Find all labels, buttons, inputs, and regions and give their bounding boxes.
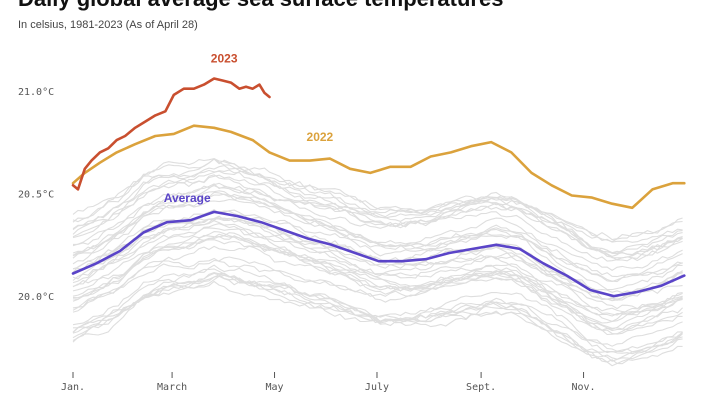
past-year-line <box>72 273 683 367</box>
series-layer <box>71 77 686 298</box>
y-axis: 21.0°C 20.5°C 20.0°C <box>18 87 54 303</box>
x-axis: Jan. March May July Sept. Nov. <box>61 372 596 393</box>
past-year-line <box>72 268 683 355</box>
x-tick-label: March <box>157 382 187 393</box>
x-tick-label: May <box>266 382 284 393</box>
x-tick-label: Jan. <box>61 382 85 393</box>
past-year-line <box>72 233 683 317</box>
x-tick-label: Nov. <box>572 382 596 393</box>
past-year-line <box>72 238 683 316</box>
past-year-line <box>72 165 683 243</box>
past-year-line <box>72 174 683 262</box>
past-year-line <box>72 220 683 310</box>
past-year-line <box>72 256 683 335</box>
y-tick-label: 20.5°C <box>18 189 54 200</box>
past-year-line <box>72 158 683 241</box>
past-year-line <box>72 182 683 257</box>
past-year-line <box>72 198 683 283</box>
past-year-line <box>72 190 683 271</box>
past-year-line <box>72 235 683 330</box>
annotation-layer: 2023 2022 Average <box>164 51 334 205</box>
x-tick-label: July <box>365 382 389 393</box>
past-year-line <box>72 183 683 262</box>
y-tick-label: 20.0°C <box>18 292 54 303</box>
series-line-average <box>71 210 686 298</box>
series-line-2023 <box>71 77 271 191</box>
past-year-line <box>72 227 683 322</box>
past-year-line <box>72 174 683 256</box>
past-year-line <box>72 245 683 336</box>
past-year-line <box>72 257 683 332</box>
annotation-2022: 2022 <box>307 130 334 144</box>
series-line-2022 <box>71 124 686 210</box>
past-year-line <box>72 274 683 353</box>
x-tick-label: Sept. <box>466 382 496 393</box>
annotation-average: Average <box>164 191 211 205</box>
annotation-2023: 2023 <box>211 51 238 65</box>
past-year-line <box>72 185 683 283</box>
chart-subtitle: In celsius, 1981-2023 (As of April 28) <box>18 19 198 31</box>
past-year-line <box>72 217 683 313</box>
chart-title: Daily global average sea surface tempera… <box>18 0 503 12</box>
past-year-line <box>72 215 683 302</box>
y-tick-label: 21.0°C <box>18 87 54 98</box>
